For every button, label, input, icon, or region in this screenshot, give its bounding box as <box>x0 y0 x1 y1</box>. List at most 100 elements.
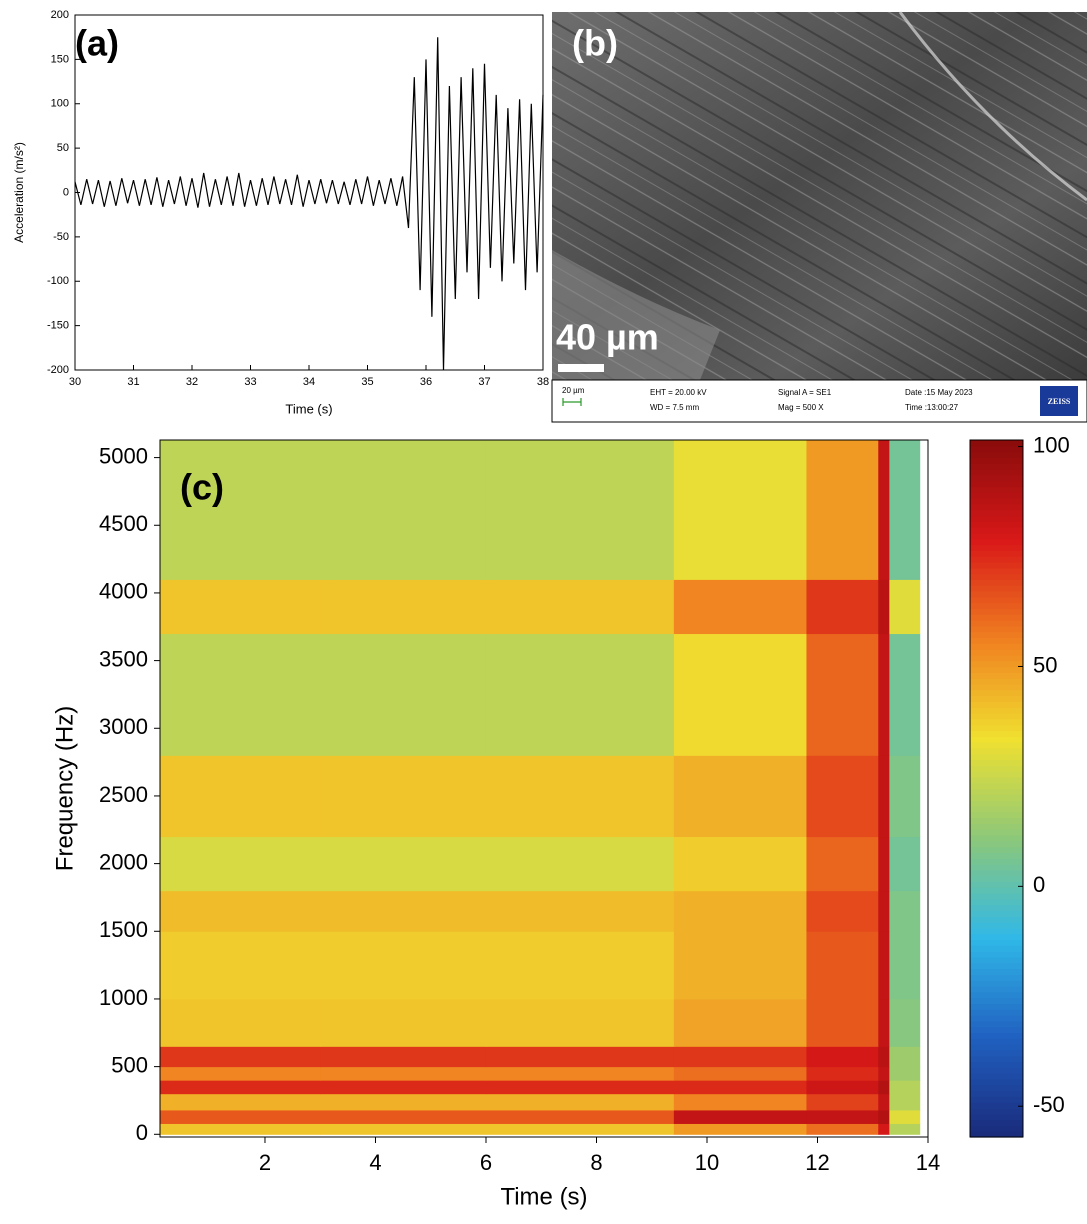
signal-line <box>74 37 544 371</box>
x-tick-label: 14 <box>916 1150 940 1175</box>
heat-cell <box>889 579 921 635</box>
colorbar-step <box>970 474 1023 482</box>
colorbar-step <box>970 503 1023 511</box>
colorbar-step <box>970 649 1023 656</box>
x-tick-label: 8 <box>590 1150 602 1175</box>
y-tick-label: 0 <box>136 1120 148 1145</box>
heat-cell <box>889 755 921 838</box>
colorbar-step <box>970 672 1023 679</box>
heat-cell <box>878 998 890 1047</box>
heat-cell <box>889 1046 921 1068</box>
y-tick-label: 50 <box>57 142 69 154</box>
heat-cell <box>806 836 879 892</box>
colorbar-step <box>970 1096 1023 1103</box>
heat-cell <box>160 1123 321 1135</box>
info-text: Time :13:00:27 <box>905 403 959 412</box>
colorbar-step <box>970 840 1023 848</box>
info-text: Date :15 May 2023 <box>905 388 973 397</box>
x-axis-title: Time (s) <box>500 1183 587 1210</box>
colorbar-step <box>970 968 1023 975</box>
colorbar-step <box>970 561 1023 569</box>
x-tick-label: 36 <box>420 376 432 388</box>
x-tick-label: 37 <box>478 376 490 388</box>
heat-cell <box>806 1109 879 1124</box>
colorbar-step <box>970 765 1023 772</box>
heat-cell <box>160 1080 321 1095</box>
colorbar-step <box>970 980 1023 987</box>
heat-cell <box>889 1066 921 1081</box>
colorbar-step <box>970 933 1023 941</box>
colorbar-step <box>970 596 1023 604</box>
colorbar-step <box>970 602 1023 610</box>
heat-cell <box>673 890 807 932</box>
colorbar-step <box>970 910 1023 917</box>
colorbar-step <box>970 916 1023 923</box>
colorbar-step <box>970 1090 1023 1097</box>
heat-cell <box>320 890 487 932</box>
heat-cell <box>160 755 321 838</box>
colorbar-step <box>970 817 1023 824</box>
heat-cell <box>673 1066 807 1081</box>
colorbar-step <box>970 707 1023 714</box>
x-tick-label: 6 <box>480 1150 492 1175</box>
colorbar-step <box>970 759 1023 766</box>
colorbar-step <box>970 521 1023 528</box>
heat-cell <box>160 440 321 580</box>
colorbar-step <box>970 678 1023 685</box>
heat-cell <box>878 755 890 838</box>
colorbar-step <box>970 538 1023 546</box>
x-tick-label: 32 <box>186 376 198 388</box>
colorbar-step <box>970 753 1023 761</box>
heat-cell <box>485 1046 675 1068</box>
heat-cell <box>673 1123 807 1135</box>
heat-cell <box>878 1046 890 1068</box>
colorbar-step <box>970 445 1023 453</box>
heat-cell <box>320 1046 487 1068</box>
colorbar-step <box>970 689 1023 697</box>
y-tick-label: -100 <box>47 275 69 287</box>
heat-cell <box>889 1123 921 1135</box>
colorbar-step <box>970 800 1023 807</box>
colorbar-step <box>970 718 1023 726</box>
colorbar-step <box>970 567 1023 575</box>
colorbar-step <box>970 498 1023 505</box>
y-tick-label: 4500 <box>99 511 148 536</box>
heat-cell <box>160 1093 321 1111</box>
heat-cell <box>878 836 890 892</box>
heat-cell <box>673 836 807 892</box>
colorbar-step <box>970 654 1023 662</box>
heat-cell <box>673 1080 807 1095</box>
heat-cell <box>806 1066 879 1081</box>
colorbar-step <box>970 1107 1023 1115</box>
heat-cell <box>889 1109 921 1124</box>
colorbar-step <box>970 637 1023 644</box>
y-tick-label: 200 <box>51 9 69 21</box>
y-tick-label: 1000 <box>99 985 148 1010</box>
colorbar-step <box>970 1131 1023 1138</box>
colorbar-step <box>970 794 1023 801</box>
colorbar-step <box>970 974 1023 981</box>
y-tick-label: 3500 <box>99 646 148 671</box>
colorbar-step <box>970 956 1023 964</box>
colorbar-step <box>970 898 1023 906</box>
y-tick-label: 100 <box>51 98 69 110</box>
colorbar-step <box>970 939 1023 946</box>
heat-cell <box>320 998 487 1047</box>
heat-cell <box>806 890 879 932</box>
colorbar-step <box>970 834 1023 842</box>
colorbar-step <box>970 1078 1023 1086</box>
sem-edge <box>898 11 1087 202</box>
colorbar-step <box>970 591 1023 598</box>
x-tick-label: 35 <box>361 376 373 388</box>
small-scale-bar <box>562 398 582 406</box>
y-tick-label: 2000 <box>99 849 148 874</box>
heat-cell <box>889 1093 921 1111</box>
colorbar-step <box>970 858 1023 865</box>
colorbar-tick-label: 50 <box>1033 652 1057 677</box>
colorbar-step <box>970 1061 1023 1068</box>
colorbar-step <box>970 440 1023 447</box>
heat-cell <box>485 890 675 932</box>
x-tick-label: 31 <box>127 376 139 388</box>
colorbar-step <box>970 469 1023 476</box>
